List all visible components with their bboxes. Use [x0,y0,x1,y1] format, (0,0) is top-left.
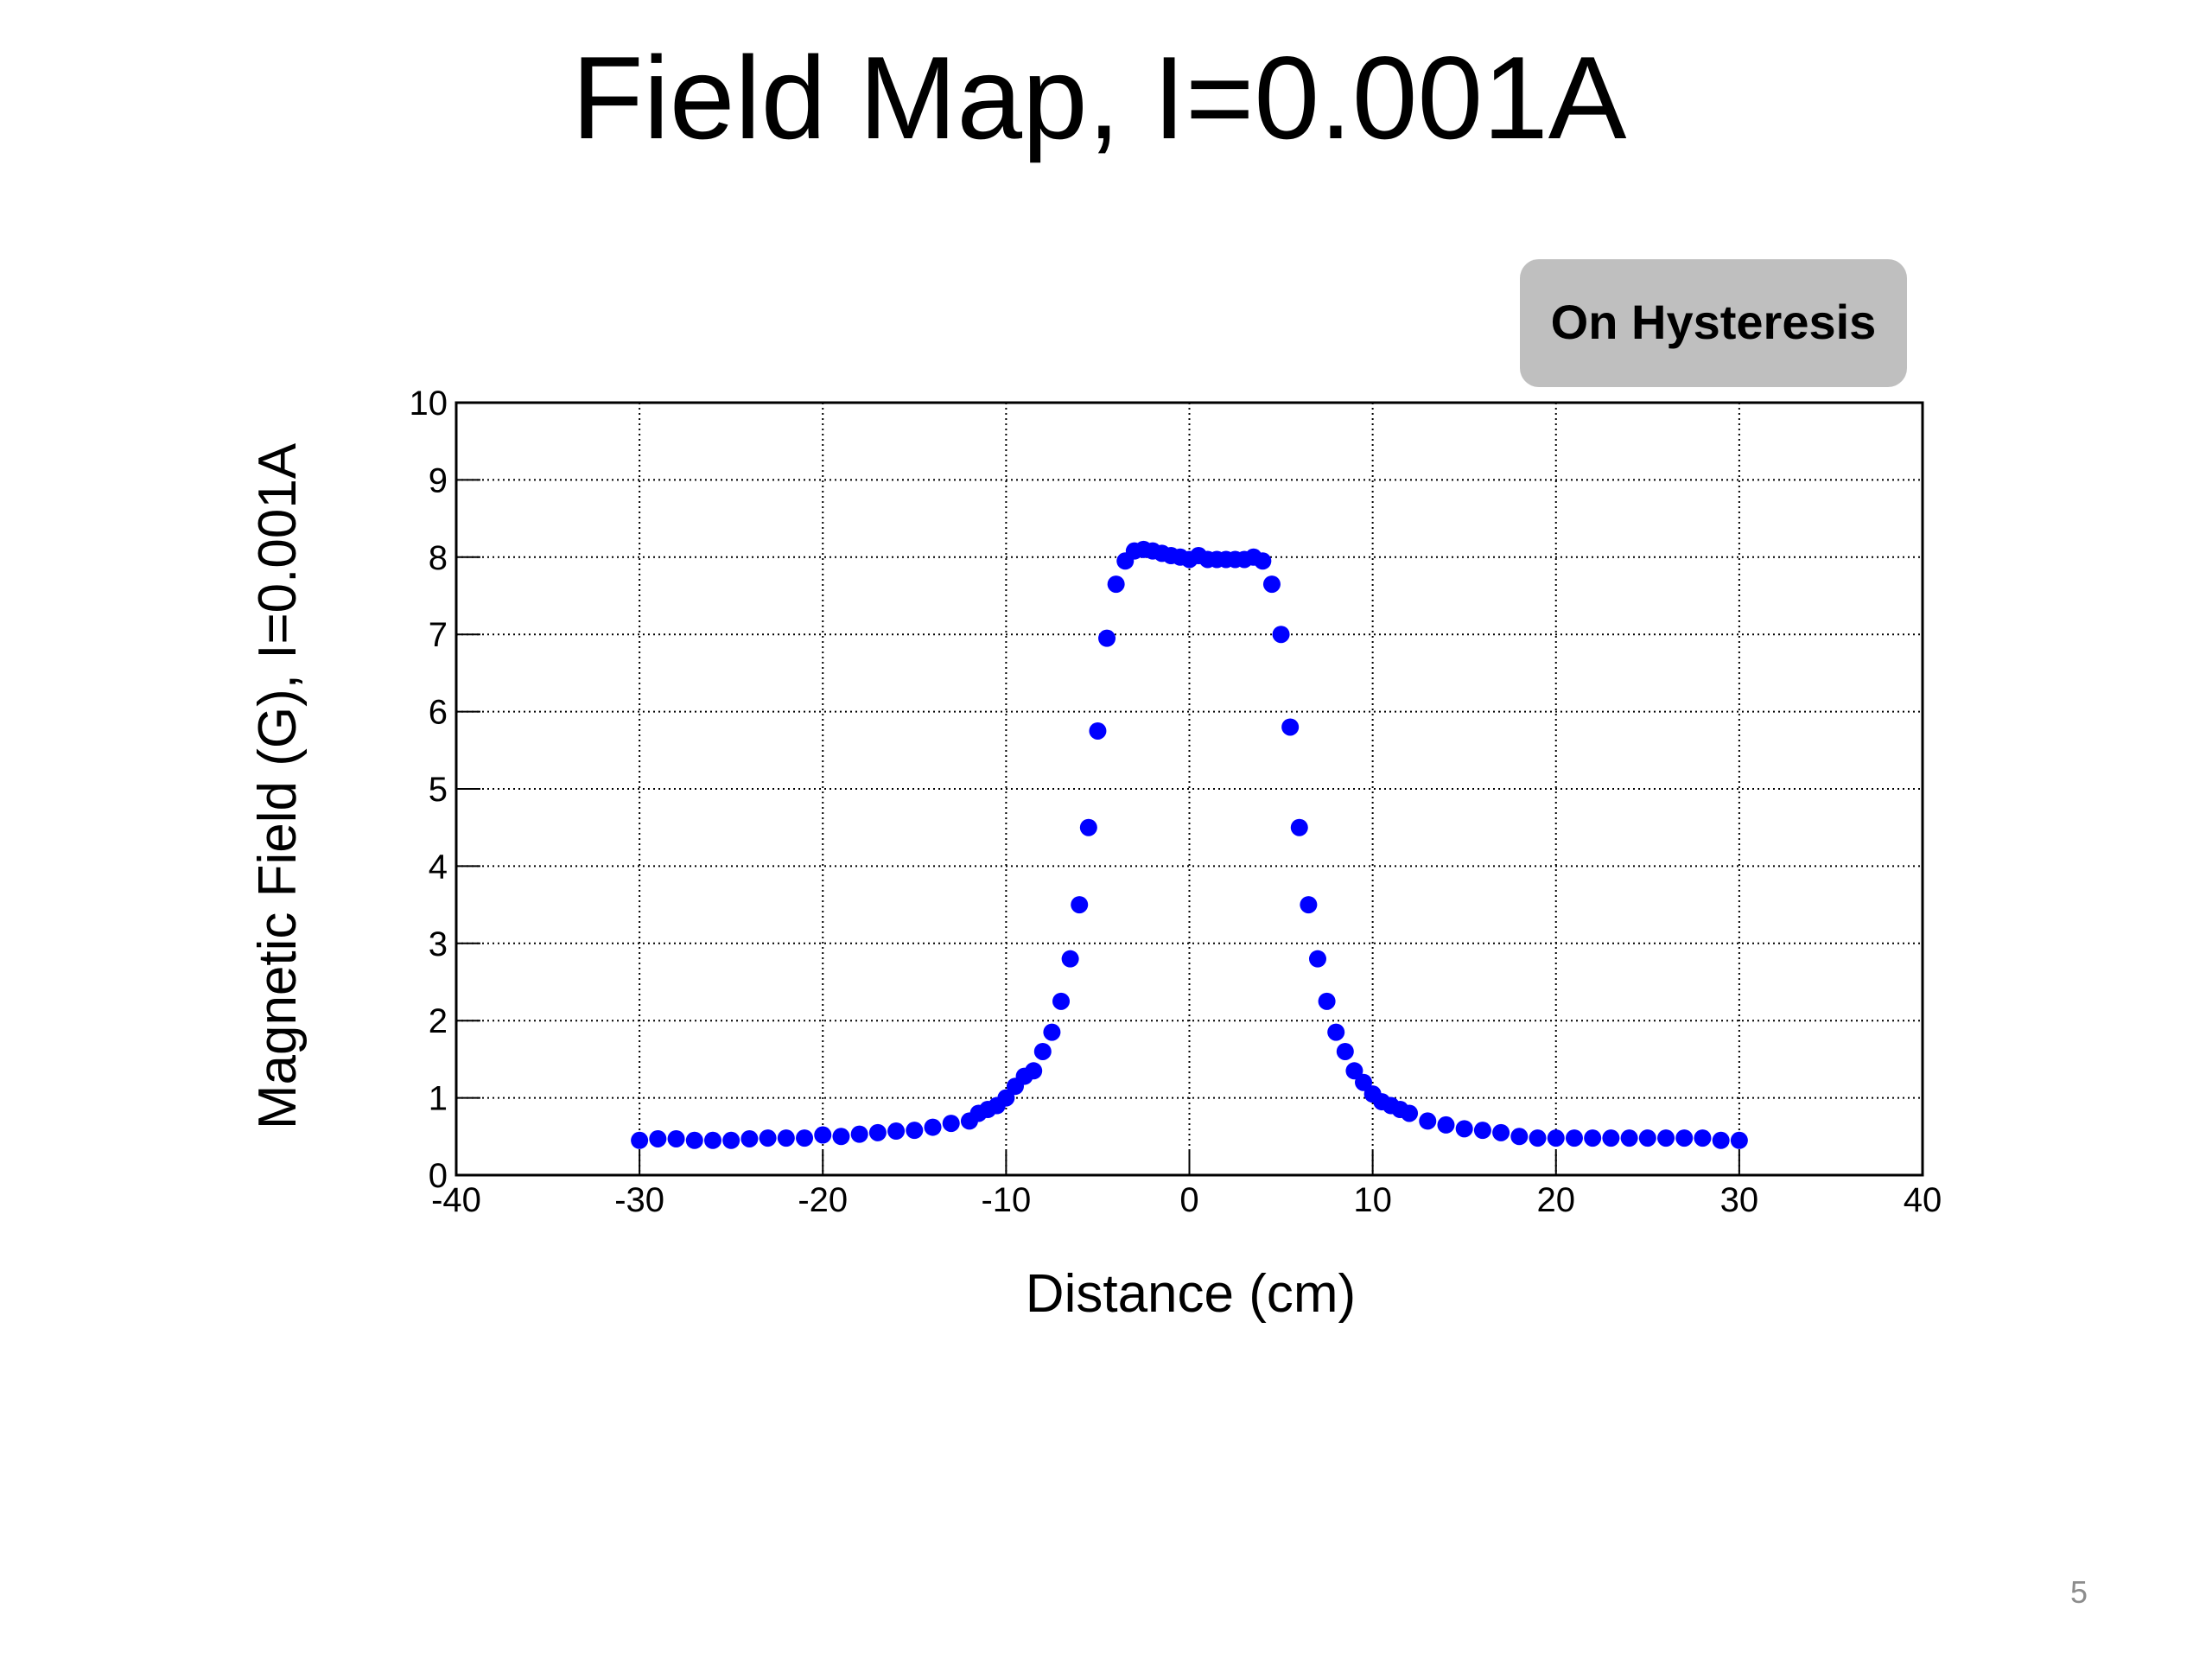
y-tick-label: 0 [429,1157,448,1195]
page-number: 5 [2070,1574,2088,1610]
data-point [1098,629,1116,647]
data-point [1052,992,1071,1010]
data-point [1025,1062,1043,1080]
data-point [814,1126,832,1144]
data-point [1336,1042,1354,1060]
data-point [703,1131,721,1149]
data-point [868,1123,887,1141]
data-point [1565,1129,1583,1147]
x-tick-label: -40 [431,1181,481,1219]
data-point [741,1129,759,1147]
data-point [1657,1129,1675,1147]
x-tick-label: 30 [1720,1181,1759,1219]
data-point [1510,1128,1529,1146]
data-point [1345,1062,1363,1080]
data-point [1712,1131,1730,1149]
data-point [1262,575,1281,594]
data-point [1437,1116,1455,1134]
data-point [1730,1131,1748,1149]
x-axis-label: Distance (cm) [1026,1264,1356,1324]
data-point [777,1129,795,1147]
data-point [1694,1129,1712,1147]
data-point [1419,1112,1437,1130]
data-point [1455,1120,1473,1138]
data-point [1079,818,1097,836]
y-axis-label: Magnetic Field (G), I=0.001A [248,442,308,1129]
y-tick-label: 1 [429,1080,448,1118]
data-point [1529,1129,1547,1147]
data-point [1492,1123,1510,1141]
y-tick-label: 10 [410,385,448,423]
data-point [924,1118,942,1136]
data-point [1254,552,1272,570]
data-point [1401,1104,1419,1122]
data-point [1547,1129,1565,1147]
y-tick-label: 8 [429,539,448,577]
x-tick-label: -10 [981,1181,1031,1219]
data-point [997,1089,1015,1107]
data-point [1675,1129,1694,1147]
data-point [1355,1073,1373,1091]
y-tick-label: 9 [429,461,448,499]
data-point [906,1122,924,1140]
data-point [1318,992,1336,1010]
data-point [722,1131,741,1149]
data-point [1308,950,1326,968]
data-point [1473,1122,1491,1140]
x-tick-label: 0 [1179,1181,1198,1219]
plot-frame [454,401,1924,1177]
data-point [1071,896,1089,914]
data-point [1620,1129,1638,1147]
slide-title: Field Map, I=0.001A [572,32,1627,163]
data-point [832,1128,850,1146]
y-tick-label: 5 [429,771,448,809]
data-point [1638,1129,1656,1147]
data-point [1272,626,1290,644]
data-point [685,1131,703,1149]
data-point [1300,896,1318,914]
y-tick-label: 3 [429,925,448,963]
data-point [1290,818,1308,836]
data-point [759,1129,777,1147]
data-point [1043,1023,1061,1041]
y-tick-label: 7 [429,616,448,654]
data-point [1033,1042,1052,1060]
data-point [942,1115,960,1133]
data-point [1281,718,1300,736]
data-point [1327,1023,1345,1041]
x-tick-label: 20 [1537,1181,1576,1219]
data-point [850,1125,868,1143]
data-point [1061,950,1079,968]
data-point [631,1131,649,1149]
data-point [649,1129,667,1147]
hysteresis-button [1520,259,1907,387]
y-tick-label: 6 [429,694,448,732]
x-tick-label: 40 [1904,1181,1942,1219]
data-point [887,1122,906,1141]
x-tick-label: -20 [798,1181,848,1219]
data-point [667,1129,685,1147]
y-tick-label: 4 [429,848,448,886]
data-point [796,1129,814,1147]
data-point [1089,721,1107,740]
button-label: On Hysteresis [1551,295,1877,349]
x-tick-label: -30 [614,1181,664,1219]
x-tick-label: 10 [1353,1181,1392,1219]
y-tick-label: 2 [429,1002,448,1040]
data-point [1602,1129,1620,1147]
data-point [1107,575,1125,594]
data-point [1584,1129,1602,1147]
